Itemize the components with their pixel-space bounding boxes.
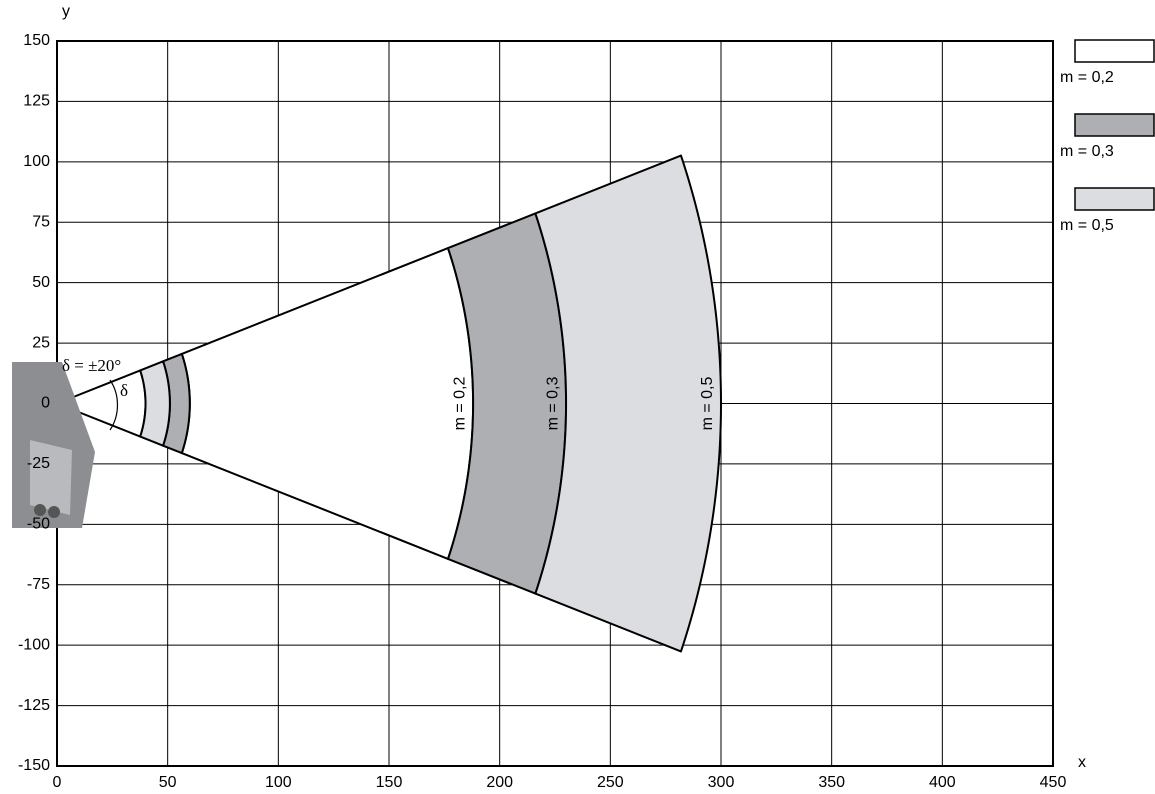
y-tick-label: 0 [41,395,50,412]
legend-label: m = 0,2 [1060,69,1114,86]
arc-label: m = 0,3 [544,377,561,431]
y-tick-label: 125 [23,93,50,110]
legend-label: m = 0,5 [1060,217,1114,234]
legend-swatch [1074,39,1155,63]
y-tick-label: -50 [27,516,50,533]
x-tick-label: 50 [159,774,177,791]
y-tick-label: 75 [32,213,50,230]
sensor-button [34,504,46,516]
zone [534,154,722,653]
x-tick-label: 400 [929,774,956,791]
y-tick-label: 50 [32,274,50,291]
angle-annotation: δ = ±20° [62,356,121,375]
x-axis-label: x [1078,754,1086,771]
arc-label: m = 0,2 [451,377,468,431]
y-tick-label: 25 [32,334,50,351]
sensor-button [48,506,60,518]
sensor-image [12,362,95,528]
x-tick-label: 450 [1040,774,1067,791]
angle-arc [109,379,118,431]
y-tick-label: 150 [23,32,50,49]
y-tick-label: -25 [27,455,50,472]
legend: m = 0,2 m = 0,3 m = 0,5 [1060,39,1155,234]
y-tick-label: -75 [27,576,50,593]
angle-symbol: δ [120,381,128,400]
sensor-panel [30,440,72,515]
x-tick-label: 300 [708,774,735,791]
x-tick-label: 150 [376,774,403,791]
x-tick-label: 350 [818,774,845,791]
x-tick-label: 0 [53,774,62,791]
zone [139,360,171,447]
legend-swatch [1074,187,1155,211]
y-tick-label: 100 [23,153,50,170]
x-tick-label: 200 [486,774,513,791]
x-tick-label: 250 [597,774,624,791]
zones: m = 0,2 m = 0,3 m = 0,5 [56,154,722,653]
y-tick-label: -100 [18,636,50,653]
y-axis-label: y [62,3,70,20]
x-tick-label: 100 [265,774,292,791]
arc-label: m = 0,5 [699,377,716,431]
zone [180,247,475,560]
y-tick-label: -150 [18,757,50,774]
legend-swatch [1074,113,1155,137]
legend-label: m = 0,3 [1060,143,1114,160]
y-tick-label: -125 [18,697,50,714]
